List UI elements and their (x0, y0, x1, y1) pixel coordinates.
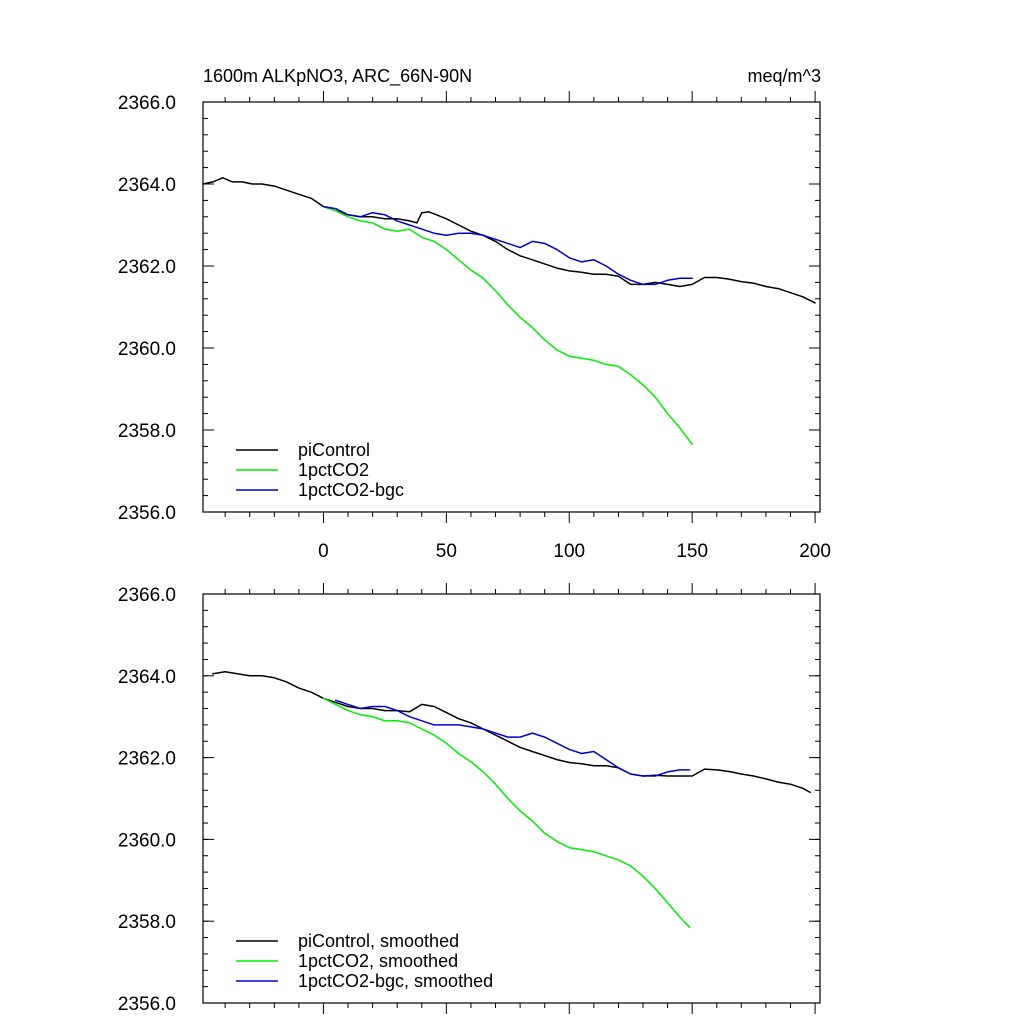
legend-label-picontrol-smoothed: piControl, smoothed (298, 931, 459, 951)
y-tick-label: 2364.0 (118, 667, 176, 688)
y-tick-label: 2356.0 (118, 503, 176, 524)
series-line-1pctco2-bgc-smoothed (334, 699, 691, 777)
x-tick-label: 150 (676, 541, 708, 562)
plot-frame (202, 593, 821, 1004)
y-tick-label: 2364.0 (118, 175, 176, 196)
series-line-1pctco2 (322, 205, 693, 446)
units-label: meq/m^3 (748, 66, 821, 86)
legend-label-1pctco2-bgc-smoothed: 1pctCO2-bgc, smoothed (298, 971, 493, 991)
series-line-picontrol (202, 177, 816, 304)
series-line-1pctco2-smoothed (322, 697, 691, 929)
y-tick-label: 2362.0 (118, 749, 176, 770)
y-tick-label: 2358.0 (118, 912, 176, 933)
y-tick-label: 2366.0 (118, 93, 176, 114)
y-tick-label: 2360.0 (118, 830, 176, 851)
bottom-panel: 2356.0 2358.0 2360.0 2362.0 2364.0 2366.0 piCo… (118, 583, 821, 1015)
series-line-1pctco2-bgc (322, 205, 693, 286)
plot-frame (202, 101, 821, 513)
chart-title: 1600m ALKpNO3, ARC_66N-90N (203, 66, 472, 87)
legend-label-1pctco2-smoothed: 1pctCO2, smoothed (298, 951, 458, 971)
x-tick-label: 50 (436, 541, 457, 562)
legend-label-1pctco2: 1pctCO2 (298, 460, 369, 480)
series-line-picontrol-smoothed (212, 670, 811, 794)
legend-label-picontrol: piControl (298, 440, 370, 460)
x-tick-label: 100 (553, 541, 585, 562)
y-tick-label: 2366.0 (118, 585, 176, 606)
y-tick-label: 2356.0 (118, 994, 176, 1015)
x-tick-label: 200 (799, 541, 831, 562)
y-tick-label: 2360.0 (118, 339, 176, 360)
top-panel: 2356.0 2358.0 2360.0 2362.0 2364.0 2366.0 0 50 1… (118, 91, 831, 562)
legend-label-1pctco2-bgc: 1pctCO2-bgc (298, 480, 404, 500)
y-tick-label: 2362.0 (118, 257, 176, 278)
x-tick-label: 0 (318, 541, 329, 562)
y-tick-label: 2358.0 (118, 421, 176, 442)
